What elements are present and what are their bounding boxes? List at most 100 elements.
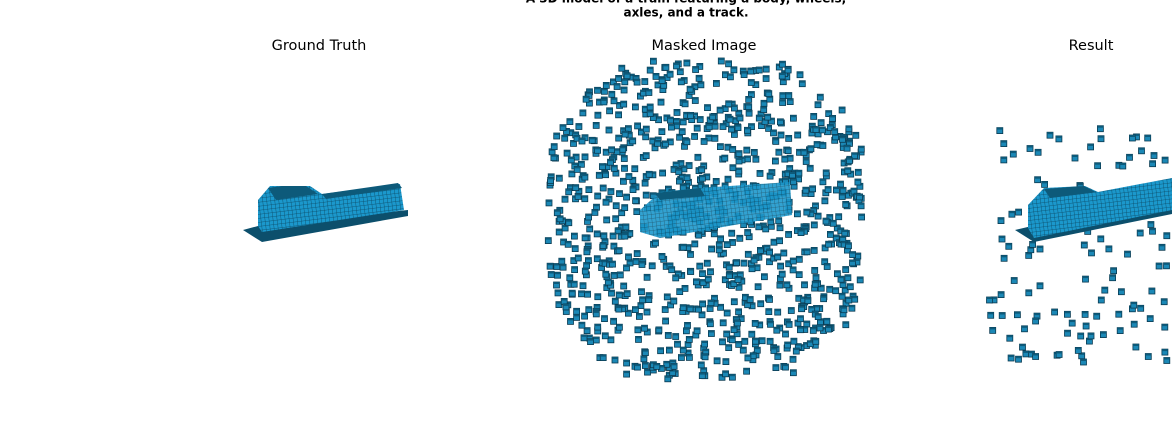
voxel xyxy=(636,312,643,320)
voxel xyxy=(633,250,641,257)
voxel xyxy=(623,72,631,80)
voxel xyxy=(1000,140,1008,148)
voxel xyxy=(804,297,812,305)
voxel xyxy=(745,96,753,103)
voxel xyxy=(611,356,619,364)
voxel xyxy=(794,131,802,139)
voxel xyxy=(676,288,684,296)
voxel xyxy=(802,158,810,165)
voxel xyxy=(631,165,639,173)
voxel xyxy=(819,178,827,186)
voxel xyxy=(748,265,756,273)
voxel xyxy=(1006,334,1014,342)
voxel xyxy=(1055,135,1063,143)
voxel xyxy=(723,309,731,317)
voxel xyxy=(642,125,650,133)
voxel xyxy=(609,260,616,268)
voxel xyxy=(594,192,602,200)
voxel xyxy=(703,259,711,267)
voxel xyxy=(610,271,618,279)
voxel xyxy=(581,153,589,161)
voxel xyxy=(664,375,672,383)
voxel xyxy=(654,139,661,147)
voxel xyxy=(766,295,773,303)
voxel xyxy=(989,326,997,334)
voxel xyxy=(812,337,820,345)
voxel xyxy=(606,107,613,115)
voxel xyxy=(750,256,758,264)
voxel xyxy=(1130,320,1138,328)
voxel xyxy=(1132,343,1140,351)
voxel xyxy=(575,123,583,130)
voxel xyxy=(1082,322,1090,330)
voxel xyxy=(852,131,860,139)
voxel xyxy=(725,100,733,108)
voxel xyxy=(845,125,853,133)
voxel xyxy=(658,77,666,84)
voxel xyxy=(1118,288,1125,296)
voxel xyxy=(561,134,569,142)
voxel xyxy=(1019,343,1026,351)
voxel xyxy=(568,170,576,178)
voxel xyxy=(619,145,627,153)
voxel xyxy=(798,305,805,313)
voxel xyxy=(785,230,792,238)
voxel xyxy=(573,313,580,321)
voxel xyxy=(762,65,770,73)
voxel xyxy=(559,263,567,271)
voxel xyxy=(849,259,856,267)
voxel xyxy=(736,114,744,122)
voxel xyxy=(695,231,703,239)
voxel xyxy=(623,370,630,378)
voxel xyxy=(835,213,843,221)
voxel xyxy=(572,184,580,192)
voxel xyxy=(734,319,741,327)
voxel xyxy=(625,173,633,180)
voxel xyxy=(556,215,564,223)
voxel xyxy=(807,145,815,153)
voxel xyxy=(601,332,609,340)
voxel xyxy=(806,164,814,172)
voxel xyxy=(795,271,803,279)
voxel xyxy=(1009,150,1017,158)
voxel xyxy=(691,132,698,140)
voxel xyxy=(729,164,737,172)
voxel xyxy=(779,60,786,68)
voxel xyxy=(632,306,639,314)
voxel xyxy=(729,145,737,153)
voxel xyxy=(686,85,694,93)
voxel xyxy=(641,78,649,85)
voxel xyxy=(825,240,832,248)
voxel xyxy=(621,204,629,212)
voxel xyxy=(747,79,755,86)
voxel xyxy=(583,327,591,335)
voxel xyxy=(996,127,1004,134)
voxel xyxy=(594,293,602,301)
voxel xyxy=(817,284,825,292)
voxel xyxy=(708,245,715,253)
voxel xyxy=(723,330,731,338)
voxel xyxy=(581,267,589,275)
voxel xyxy=(1116,327,1124,335)
voxel xyxy=(806,340,814,348)
voxel xyxy=(554,271,561,279)
voxel xyxy=(591,208,599,216)
voxel xyxy=(686,305,694,313)
voxel xyxy=(777,131,785,139)
voxel xyxy=(1101,286,1109,294)
voxel xyxy=(693,278,700,286)
voxel xyxy=(686,353,693,361)
voxel xyxy=(571,245,579,253)
voxel xyxy=(776,281,784,289)
voxel xyxy=(790,337,798,345)
voxel xyxy=(858,213,865,221)
voxel xyxy=(655,326,663,334)
voxel xyxy=(550,154,558,162)
voxel xyxy=(1136,229,1144,237)
voxel xyxy=(699,174,706,182)
voxel xyxy=(608,90,616,98)
voxel xyxy=(699,300,706,308)
voxel xyxy=(1163,232,1171,240)
